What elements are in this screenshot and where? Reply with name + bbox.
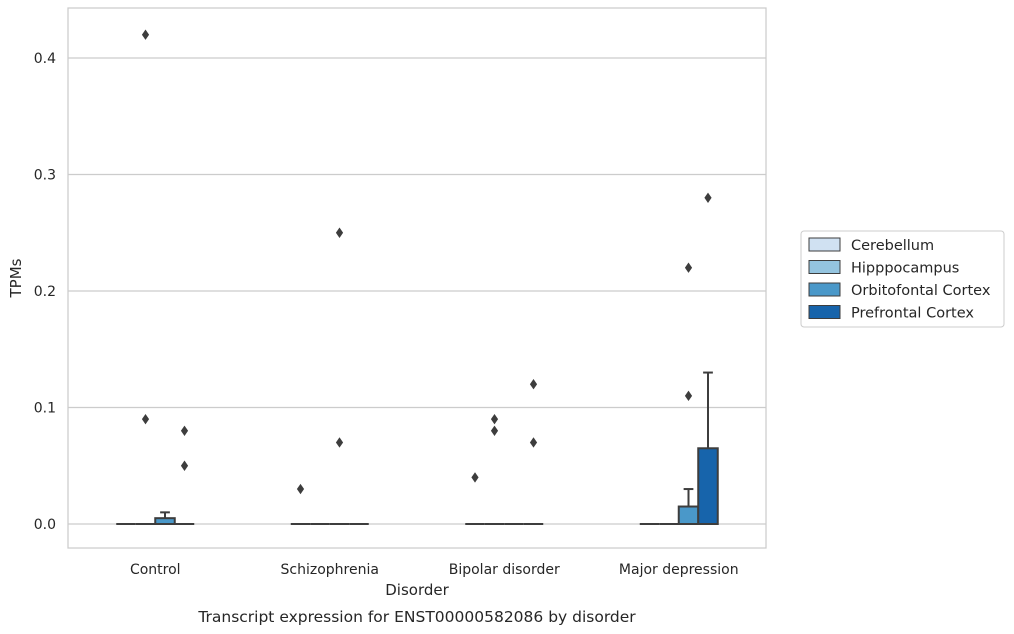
box-group: [329, 227, 350, 525]
legend: Cerebellum Hipppocampus Orbitofontal Corte…: [800, 230, 1005, 328]
legend-label: Cerebellum: [851, 238, 934, 254]
box: [677, 505, 700, 525]
flier-point: [335, 227, 344, 238]
y-tick-label: 0.3: [34, 168, 56, 184]
box-group: [523, 379, 544, 525]
flier-point: [180, 460, 189, 471]
box: [697, 447, 719, 525]
gridlines: [68, 57, 766, 525]
flier-point: [296, 483, 305, 495]
legend-swatch: [808, 260, 841, 274]
box-group: [135, 29, 156, 525]
legend-swatch: [808, 282, 841, 297]
legend-frame: [800, 230, 1005, 328]
flier-point: [490, 413, 499, 425]
x-axis-title: Disorder: [385, 581, 449, 599]
box-groups: [116, 29, 719, 525]
flier-point: [704, 192, 712, 203]
y-tick-label: 0.1: [34, 401, 56, 417]
plot-area-frame: [67, 7, 767, 549]
flier-point: [141, 29, 150, 40]
box-group: [677, 262, 700, 525]
flier-point: [529, 379, 538, 390]
box-group: [465, 472, 485, 525]
y-tick-label: 0.2: [34, 284, 56, 300]
box-group: [484, 413, 505, 525]
legend-label: Orbitofontal Cortex: [851, 283, 991, 299]
box-group: [174, 425, 195, 525]
flier-point: [471, 472, 479, 483]
y-axis-ticks: 0.0 0.1 0.2 0.3 0.4: [34, 51, 56, 533]
chart-caption: Transcript expression for ENST0000058208…: [197, 608, 636, 626]
flier-point: [490, 425, 499, 436]
x-tick-label: Schizophrenia: [281, 562, 379, 578]
x-tick-label: Major depression: [619, 562, 739, 578]
flier-point: [684, 262, 693, 273]
box-group: [290, 483, 311, 525]
y-tick-label: 0.0: [34, 517, 56, 533]
x-tick-label: Bipolar disorder: [449, 562, 560, 578]
legend-swatch: [808, 237, 841, 252]
legend-label: Hipppocampus: [851, 261, 959, 277]
y-tick-label: 0.4: [34, 51, 56, 67]
flier-point: [684, 390, 693, 402]
x-axis-ticks: Control Schizophrenia Bipolar disorder Majo…: [130, 562, 739, 578]
y-axis-title: TPMs: [7, 258, 25, 298]
legend-label: Prefrontal Cortex: [851, 306, 974, 322]
flier-point: [141, 413, 150, 425]
box-group: [697, 192, 719, 525]
flier-point: [180, 425, 189, 436]
x-tick-label: Control: [130, 562, 181, 578]
flier-point: [335, 437, 344, 448]
legend-swatch: [808, 305, 841, 319]
flier-point: [529, 437, 538, 448]
box-group: [154, 511, 176, 525]
